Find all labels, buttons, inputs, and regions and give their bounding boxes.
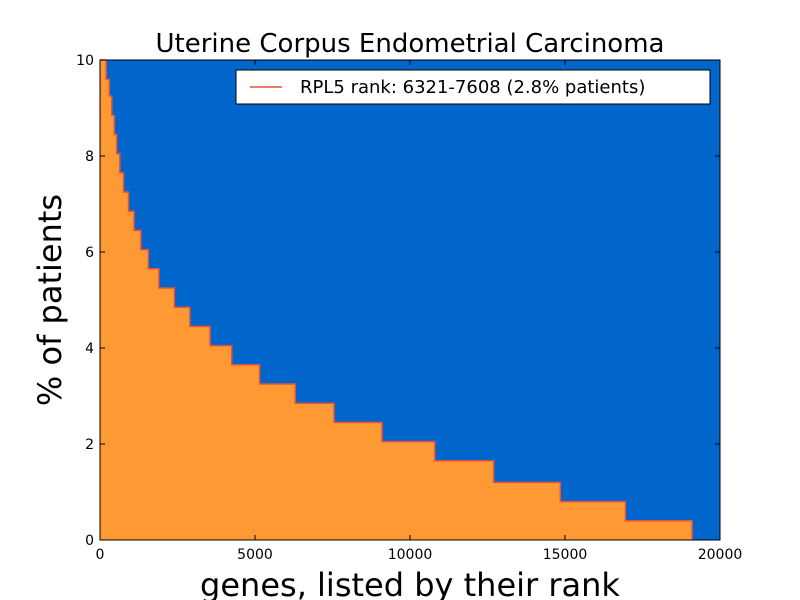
y-axis-label: % of patients <box>31 194 69 406</box>
x-tick-label-2: 10000 <box>388 547 433 563</box>
y-tick-label-1: 2 <box>85 437 94 453</box>
y-tick-label-3: 6 <box>85 245 94 261</box>
y-tick-label-2: 4 <box>85 341 94 357</box>
legend: RPL5 rank: 6321-7608 (2.8% patients) <box>235 69 711 105</box>
area-fill <box>100 60 693 540</box>
step-line <box>100 59 693 540</box>
y-tick-label-0: 0 <box>85 533 94 549</box>
chart-title: Uterine Corpus Endometrial Carcinoma <box>156 29 665 59</box>
x-tick-label-1: 5000 <box>237 547 273 563</box>
x-tick-label-4: 20000 <box>698 547 743 563</box>
x-tick-label-0: 0 <box>96 547 105 563</box>
x-tick-label-3: 15000 <box>543 547 588 563</box>
y-tick-label-4: 8 <box>85 149 94 165</box>
legend-box <box>235 69 711 105</box>
y-tick-label-5: 10 <box>76 53 94 69</box>
x-axis-label: genes, listed by their rank <box>200 566 620 600</box>
legend-entry: RPL5 rank: 6321-7608 (2.8% patients) <box>300 77 645 98</box>
